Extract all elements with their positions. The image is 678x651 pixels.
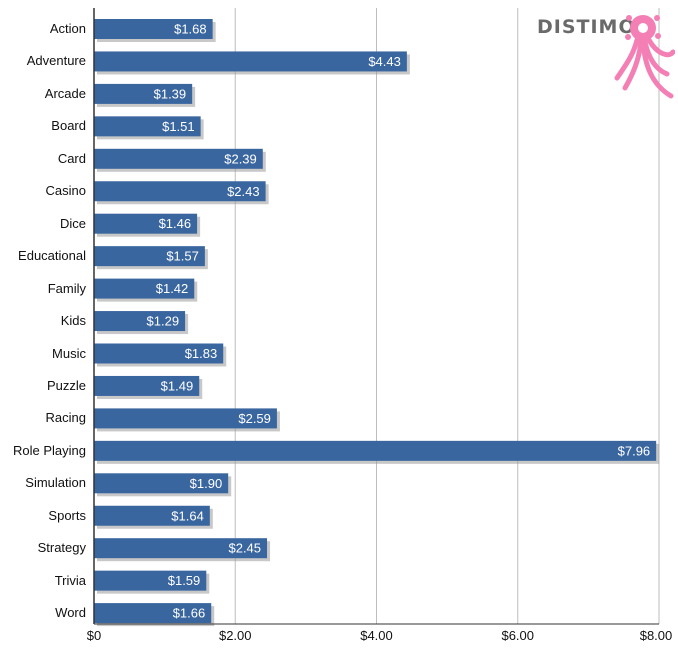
category-label: Word <box>55 605 86 621</box>
bar <box>94 278 195 299</box>
bar-value-label: $1.66 <box>173 606 206 621</box>
category-label: Simulation <box>25 475 86 491</box>
bar <box>94 505 210 526</box>
bar-value-label: $7.96 <box>618 443 651 458</box>
category-label: Adventure <box>26 53 86 69</box>
bar <box>94 538 268 559</box>
x-tick-label: $6.00 <box>501 628 535 643</box>
bar-value-label: $1.42 <box>156 281 189 296</box>
category-label: Kids <box>60 313 86 329</box>
bar-value-label: $1.57 <box>166 249 199 264</box>
bar-value-label: $1.83 <box>185 346 218 361</box>
category-label: Role Playing <box>13 442 86 458</box>
bar-value-label: $1.39 <box>154 86 187 101</box>
bar <box>94 83 193 104</box>
category-label: Racing <box>45 410 86 426</box>
bar-value-label: $1.68 <box>174 22 207 37</box>
bar-value-label: $1.46 <box>159 216 192 231</box>
category-label: Family <box>47 280 86 296</box>
bar <box>94 375 200 396</box>
logo-text: DISTIMO <box>537 16 636 38</box>
bar-value-label: $2.43 <box>227 184 260 199</box>
category-label: Card <box>57 150 86 166</box>
distimo-logo: DISTIMO <box>525 8 675 103</box>
category-label: Casino <box>45 183 86 199</box>
category-label: Music <box>52 345 86 361</box>
bar <box>94 440 657 461</box>
x-tick-label: $0 <box>86 628 102 643</box>
category-label: Board <box>51 118 86 134</box>
bar-value-label: $1.59 <box>168 573 201 588</box>
category-label: Sports <box>48 507 86 523</box>
category-label: Arcade <box>44 85 86 101</box>
bar <box>94 246 205 267</box>
bar <box>94 116 201 137</box>
bar <box>94 570 207 591</box>
bar <box>94 473 229 494</box>
bar-value-label: $2.59 <box>238 411 271 426</box>
octopus-icon <box>614 15 675 99</box>
category-label: Puzzle <box>46 377 86 393</box>
x-tick-label: $4.00 <box>360 628 393 643</box>
bar-value-label: $1.51 <box>162 119 195 134</box>
x-tick-label: $8.00 <box>639 628 673 643</box>
category-label: Action <box>49 21 86 36</box>
bar <box>94 311 186 332</box>
bar <box>94 343 224 364</box>
bar-value-label: $2.45 <box>228 541 261 556</box>
bar-value-label: $1.90 <box>190 476 223 491</box>
bar <box>94 148 263 169</box>
bar-value-label: $1.49 <box>161 378 194 393</box>
category-label: Trivia <box>54 572 86 588</box>
bar <box>94 408 277 429</box>
bar-value-label: $4.43 <box>368 54 401 69</box>
bar <box>94 19 213 39</box>
bar <box>94 213 198 234</box>
category-label: Educational <box>18 248 86 264</box>
bar <box>94 51 407 72</box>
bar <box>94 181 266 202</box>
x-tick-label: $2.00 <box>218 628 252 643</box>
bar <box>94 603 212 624</box>
category-label: Strategy <box>37 540 86 556</box>
bar-value-label: $2.39 <box>224 151 257 166</box>
bar-value-label: $1.29 <box>147 314 180 329</box>
category-label: Dice <box>59 215 86 231</box>
bar-value-label: $1.64 <box>171 508 204 523</box>
